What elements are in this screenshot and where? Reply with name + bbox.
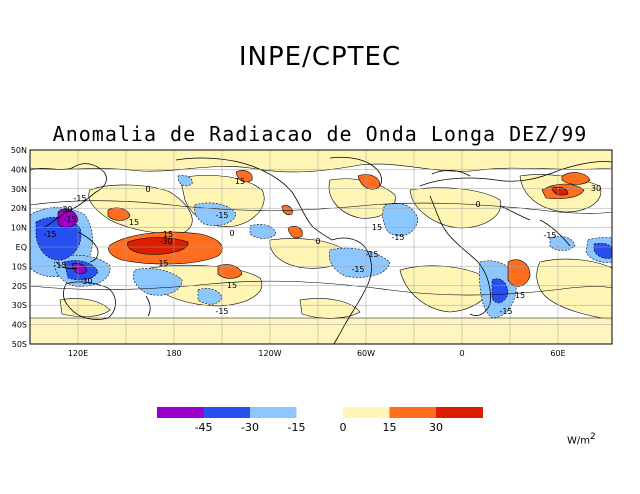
contour-label: -15 bbox=[63, 215, 76, 224]
legend-swatch bbox=[157, 407, 204, 418]
graticule bbox=[30, 150, 612, 344]
legend-label: -30 bbox=[241, 421, 259, 434]
lat-label: 50S bbox=[12, 340, 27, 349]
lon-label: 180 bbox=[166, 349, 181, 358]
contour-label: -15 bbox=[365, 250, 378, 259]
lon-label: 60W bbox=[357, 349, 375, 358]
contour-label: -15 bbox=[391, 233, 404, 242]
lat-label: 10N bbox=[11, 224, 27, 233]
contour-label: -15 bbox=[215, 307, 228, 316]
contour-label: 15 bbox=[227, 281, 237, 290]
zero-contours bbox=[30, 200, 612, 296]
lat-label: 30N bbox=[11, 185, 27, 194]
contour-label: 0 bbox=[315, 237, 320, 246]
legend-label: -15 bbox=[288, 421, 306, 434]
lon-label: 120E bbox=[68, 349, 88, 358]
contour-label: -15 bbox=[73, 194, 86, 203]
lat-label: 40S bbox=[12, 321, 27, 330]
contour-label: 0 bbox=[145, 185, 150, 194]
legend-label: 15 bbox=[383, 421, 397, 434]
contour-label: -15 bbox=[43, 230, 56, 239]
lat-label: 40N bbox=[11, 165, 27, 174]
legend-label: -45 bbox=[195, 421, 213, 434]
contour-label: 0 bbox=[229, 229, 234, 238]
contour-label: -15 bbox=[155, 259, 168, 268]
legend-swatch bbox=[436, 407, 483, 418]
contour-label: -15 bbox=[215, 211, 228, 220]
contour-label: 15 bbox=[129, 218, 139, 227]
legend-label: 30 bbox=[429, 421, 443, 434]
legend-swatch bbox=[296, 407, 343, 418]
contour-label: -30 bbox=[159, 237, 172, 246]
longitude-axis: 120E 180 120W 60W 0 60E bbox=[68, 349, 566, 358]
lat-label: EQ bbox=[16, 243, 27, 252]
legend-swatch bbox=[389, 407, 436, 418]
extreme-positive-areas bbox=[127, 186, 569, 255]
contour-label: 30 bbox=[591, 184, 601, 193]
color-legend: -45 -30 -15 0 15 30 bbox=[157, 407, 483, 434]
units-label: W/m2 bbox=[567, 432, 596, 446]
lat-label: 20S bbox=[12, 282, 27, 291]
lat-label: 20N bbox=[11, 204, 27, 213]
latitude-axis: 50N 40N 30N 20N 10N EQ 10S 20S 30S 40S 5… bbox=[11, 146, 27, 349]
contour-label: 0 bbox=[475, 200, 480, 209]
coastlines bbox=[30, 156, 612, 344]
contour-label: 15 bbox=[515, 291, 525, 300]
contour-label: -30 bbox=[59, 205, 72, 214]
lon-label: 120W bbox=[258, 349, 281, 358]
lat-label: 10S bbox=[12, 262, 27, 271]
extreme-negative-areas bbox=[57, 208, 87, 275]
units-exponent: 2 bbox=[590, 432, 596, 442]
contour-label: 15 bbox=[372, 223, 382, 232]
contour-label: 15 bbox=[235, 177, 245, 186]
lon-label: 60E bbox=[550, 349, 565, 358]
legend-swatch bbox=[203, 407, 250, 418]
contour-label: 15 bbox=[163, 230, 173, 239]
units-text: W/m bbox=[567, 435, 590, 447]
contour-label: -30 bbox=[79, 277, 92, 286]
contour-label: -15 bbox=[499, 307, 512, 316]
contour-labels: -15 -30 -15 15 -15 15 0 -15 -15 -30 15 -… bbox=[43, 177, 601, 316]
map-subtitle: Anomalia de Radiacao de Onda Longa DEZ/9… bbox=[52, 122, 588, 146]
legend-swatch bbox=[343, 407, 390, 418]
legend-label: 0 bbox=[340, 421, 347, 434]
map-frame bbox=[29, 149, 613, 345]
page-title: INPE/CPTEC bbox=[238, 42, 402, 72]
contour-label: -15 bbox=[543, 231, 556, 240]
legend-swatch bbox=[250, 407, 297, 418]
contour-label: -15 bbox=[53, 261, 66, 270]
lat-label: 50N bbox=[11, 146, 27, 155]
lat-label: 30S bbox=[12, 301, 27, 310]
lon-label: 0 bbox=[459, 349, 464, 358]
contour-label: -15 bbox=[351, 265, 364, 274]
